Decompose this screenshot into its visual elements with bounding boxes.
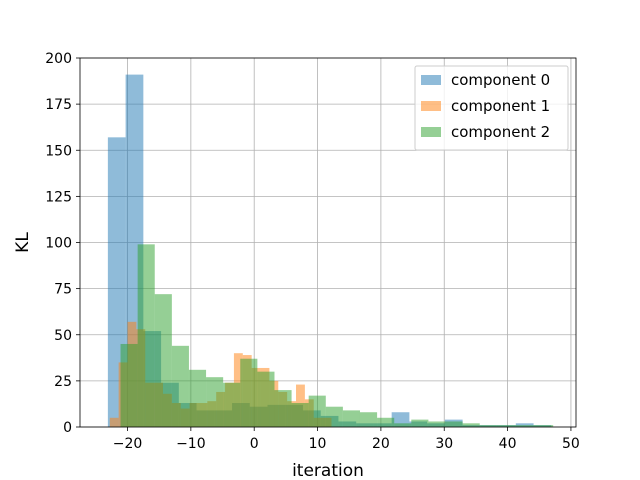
legend-frame	[414, 65, 569, 151]
bar-s2-22	[496, 425, 514, 427]
legend-swatch-1	[421, 101, 441, 111]
x-tick-label-2: 0	[250, 436, 259, 452]
bar-s2-21	[479, 425, 497, 427]
y-tick-label-1: 25	[54, 374, 72, 390]
bar-s2-5	[206, 377, 224, 427]
x-tick-label-3: 10	[309, 436, 327, 452]
bar-s2-2	[154, 294, 172, 427]
bar-s2-19	[445, 421, 463, 427]
bar-s2-12	[325, 406, 343, 427]
bar-s2-3	[171, 345, 189, 427]
x-tick-label-5: 30	[435, 436, 453, 452]
legend-label-2: component 2	[451, 123, 550, 141]
bar-s2-17	[411, 419, 429, 427]
x-tick-label-6: 40	[499, 436, 517, 452]
bar-s2-10	[291, 403, 309, 427]
bar-s1-0	[109, 417, 119, 427]
x-tick-label-0: −20	[113, 436, 143, 452]
y-tick-label-4: 100	[45, 236, 72, 252]
axis-ticks: −20 −10 0 10 20 30 40 50 0 25 50 75 100 125 150 175 200	[45, 51, 580, 452]
bar-s2-18	[428, 421, 446, 427]
legend-swatch-0	[421, 75, 441, 85]
y-tick-label-8: 200	[45, 51, 72, 67]
bar-s2-1	[137, 244, 155, 427]
bar-s2-9	[274, 390, 292, 427]
y-tick-label-2: 50	[54, 328, 72, 344]
bar-s2-13	[342, 410, 360, 427]
y-axis-label: KL	[13, 232, 33, 253]
legend-swatch-2	[421, 127, 441, 137]
bar-s2-11	[308, 395, 326, 427]
legend: component 0 component 1 component 2	[414, 65, 569, 151]
y-tick-label-6: 150	[45, 143, 72, 159]
legend-label-1: component 1	[451, 97, 550, 115]
x-tick-label-4: 20	[372, 436, 390, 452]
bar-s2-20	[462, 423, 480, 427]
bar-s2-4	[188, 369, 207, 427]
histogram-bars	[107, 74, 554, 427]
bar-s2-16	[394, 423, 412, 427]
legend-label-0: component 0	[451, 71, 550, 89]
series-2-bars	[120, 244, 554, 427]
bar-s2-7	[240, 358, 258, 427]
bar-s2-8	[257, 371, 275, 427]
y-tick-label-5: 125	[45, 189, 72, 205]
bar-s2-23	[513, 425, 532, 427]
x-axis-label: iteration	[292, 461, 364, 480]
bar-s2-6	[223, 382, 241, 427]
y-tick-label-3: 75	[54, 282, 72, 298]
bar-s2-14	[359, 412, 378, 427]
y-tick-label-0: 0	[63, 420, 72, 436]
x-tick-label-7: 50	[562, 436, 580, 452]
x-tick-label-1: −10	[176, 436, 206, 452]
bar-s2-0	[120, 343, 138, 427]
y-tick-label-7: 175	[45, 97, 72, 113]
bar-s2-15	[377, 417, 395, 427]
bar-s2-24	[531, 425, 554, 427]
